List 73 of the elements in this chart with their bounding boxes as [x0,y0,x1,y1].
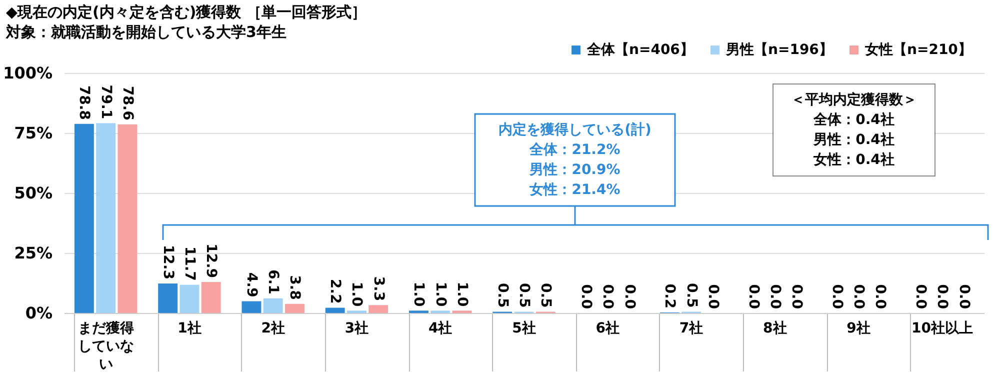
x-tick-label: 7社 [679,320,704,336]
bar [180,284,200,313]
y-tick-label: 0% [25,304,52,322]
text: 0.0 [788,284,805,309]
annotation: 男性：20.9% [528,161,622,180]
text: 1.0 [410,282,427,307]
text: 0.0 [828,284,845,309]
annotation: 全体：0.4社 [812,111,896,130]
y-tick-label: 50% [14,184,52,202]
text: 0.0 [934,284,950,309]
bar [284,304,304,313]
text: 78.6 [119,86,136,120]
x-tick-label: 4社 [428,320,452,336]
bar [325,308,345,313]
text: 1.0 [454,282,470,307]
text: 1.0 [348,282,365,307]
text: 3.8 [286,275,303,300]
x-tick-label: 10社以上 [911,320,973,336]
chart-subtitle: 対象：就職活動を開始している大学3年生 [6,22,288,42]
annotation: 男性：0.4社 [812,131,896,150]
text: 12.3 [160,244,176,280]
text: 0.5 [516,282,532,308]
x-tick-label: 8社 [763,320,787,336]
annotation: 内定を獲得している(計) [498,120,652,140]
x-tick-label: 5社 [512,320,536,336]
text: 0.2 [662,284,678,309]
text: 0.0 [745,284,762,309]
bar [242,301,262,313]
text: 0.0 [912,284,929,309]
text: 12.9 [203,243,220,278]
bar [158,283,178,313]
y-tick-label: 25% [14,244,52,262]
text: 0.5 [683,282,700,308]
text: 0.5 [538,282,554,308]
text: 1.0 [432,282,448,307]
bar [118,124,138,313]
legend-label: 女性【n=210】 [864,42,972,58]
y-tick-label: 75% [14,124,52,142]
x-tick-label: 2社 [261,320,285,336]
bar [96,123,116,313]
text: 11.7 [181,246,198,281]
y-tick-label: 100% [3,64,52,82]
text: 0.0 [766,284,783,309]
text: 78.8 [76,85,92,120]
text: 0.0 [872,284,888,309]
bar [263,298,283,313]
legend-label: 男性【n=196】 [725,42,833,58]
text: 0.0 [956,284,972,309]
text: 0.0 [578,284,594,309]
bar [201,282,221,313]
text: 4.9 [243,272,260,298]
x-tick-label: まだ獲得していない [78,320,134,372]
text: 0.0 [850,284,867,309]
text: 3.3 [370,276,386,302]
x-tick-label: 6社 [596,320,620,336]
x-tick-label: 9社 [846,320,870,336]
text: 79.1 [98,84,114,120]
annotation: 全体：21.2% [528,141,622,160]
legend-label: 全体【n=406】 [586,42,694,58]
chart-title: ◆現在の内定(内々定を含む)獲得数 ［単一回答形式］ [6,2,366,22]
text: 0.0 [600,284,616,309]
text: 6.1 [265,270,282,294]
annotation: 女性：21.4% [528,181,622,200]
annotation: ＜平均内定獲得数＞ [790,90,918,110]
text: 0.5 [494,282,510,308]
x-tick-label: 3社 [344,320,369,336]
text: 2.2 [327,278,344,304]
text: 0.0 [621,284,638,309]
annotation: 女性：0.4社 [812,151,896,170]
text: 0.0 [704,284,721,309]
bar [368,305,388,313]
bar [74,124,94,313]
x-tick-label: 1社 [178,320,202,336]
